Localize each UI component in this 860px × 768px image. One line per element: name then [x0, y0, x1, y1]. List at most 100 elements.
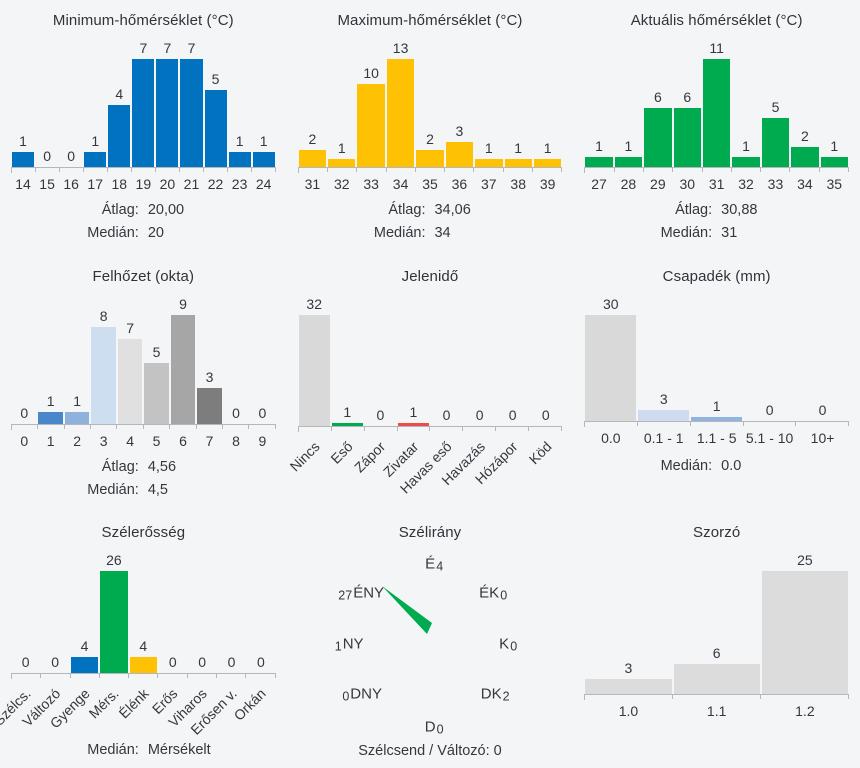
axis-tick [790, 168, 820, 172]
category-label: 17 [87, 176, 103, 192]
category-label: 5.1 - 10 [745, 430, 794, 446]
bar-value-label: 0 [376, 407, 385, 423]
x-axis-labels: 27 28 29 30 31 32 33 34 35 [573, 175, 860, 193]
bar [644, 108, 672, 167]
bar-slot: 0 [59, 148, 83, 167]
bar-slot: 0 [11, 654, 40, 673]
compass-label-nw: 27ÉNY [338, 584, 385, 603]
bar-slot: 0 [246, 654, 275, 673]
wind-needle-icon [381, 586, 432, 634]
bar-value-label: 0 [51, 654, 59, 670]
category-label: 15 [39, 176, 55, 192]
category-label: 28 [620, 176, 637, 192]
bar [820, 157, 848, 167]
bar-slot: 1 [584, 138, 613, 167]
bar [585, 157, 613, 167]
category-label: 36 [451, 176, 468, 192]
bar-slot: 0 [11, 405, 37, 424]
bar-slot: 32 [298, 296, 331, 426]
category-label: 0.1 - 1 [643, 430, 684, 446]
axis-tick [249, 425, 276, 429]
bar-value-label: 4 [115, 86, 124, 103]
category-label: 31 [708, 176, 725, 192]
bar-slot: 7 [117, 320, 143, 424]
chart-title: Jelenidő [401, 268, 459, 285]
compass-label-sw: 0DNY [342, 685, 382, 704]
chart-stats: Medián: Mérsékelt [0, 739, 287, 762]
bar-value-label: 1 [742, 138, 750, 155]
compass-label-se: DK2 [480, 685, 510, 704]
panel-minimum-temperature: Minimum-hőmérséklet (°C) 1 0 0 1 4 7 7 7 5 1 1 14 15… [0, 0, 287, 256]
bars-area: 0 1 1 8 7 5 9 3 0 0 [0, 289, 287, 424]
axis-tick [638, 422, 691, 426]
bar-slot: 25 [761, 552, 849, 694]
bar-value-label: 5 [211, 70, 220, 87]
category-label: 37 [481, 176, 497, 192]
axis-tick [132, 168, 156, 172]
bar-value-label: 1 [830, 138, 839, 155]
bar-value-label: 0 [168, 654, 177, 670]
panel-present-weather: Jelenidő 32 1 0 1 0 0 0 0 Nincs Eső Zápor Zivatar Ha… [287, 256, 574, 512]
bar [585, 679, 672, 694]
bar-slot: 1 [504, 140, 533, 167]
bar-value-label: 13 [392, 40, 409, 56]
x-axis [584, 167, 849, 173]
chart-stats: Medián: 0.0 [573, 455, 860, 478]
bar-slot: 0 [496, 407, 529, 426]
bar-value-label: 4 [139, 638, 148, 655]
stat-row: Medián: 4,5 [0, 479, 287, 502]
histogram-cloud-cover: 0 1 1 8 7 5 9 3 0 0 0 1 2 3 4 5 6 7 8 9 [0, 289, 287, 450]
bar-value-label: 0 [475, 407, 484, 423]
bar-value-label: 25 [797, 552, 813, 568]
bars-area: 3 6 25 [573, 545, 860, 694]
histogram-maximum-temperature: 2 1 10 13 2 3 1 1 1 31 32 33 34 35 36 37 38 39 [287, 33, 574, 193]
axis-tick [65, 425, 92, 429]
axis-tick [188, 674, 218, 678]
axis-tick [41, 674, 71, 678]
category-label: 24 [255, 176, 272, 192]
panel-wind-direction: Szélirány É4 ÉK0 K0 DK2 D0 0DNY 1NY 27ÉNY Szélc… [287, 512, 574, 768]
panel-multiplier: Szorzó 3 6 25 1.0 1.1 1.2 [573, 512, 860, 768]
stat-label: Átlag: [388, 202, 426, 218]
category-label: 33 [767, 176, 784, 192]
axis-tick [732, 168, 762, 172]
bar [357, 83, 385, 167]
bar-slot: 0 [187, 654, 216, 673]
axis-tick [217, 674, 247, 678]
bar-value-label: 10 [363, 64, 379, 81]
chart-stats: Átlag: 4,56 Medián: 4,5 [0, 456, 287, 502]
histogram-wind-strength: 0 0 4 26 4 0 0 0 0 Szélcs. Változó Gyenge Mérs. Élénk… [0, 545, 287, 738]
bar-value-label: 2 [800, 128, 809, 145]
chart-title: Maximum-hőmérséklet (°C) [337, 12, 523, 29]
category-label: 34 [797, 176, 813, 192]
axis-tick [761, 695, 849, 699]
bar-slot: 1 [64, 393, 90, 424]
stat-value: 34,06 [434, 202, 471, 218]
bar-slot: 7 [131, 40, 155, 167]
bar-slot: 2 [790, 128, 819, 167]
panel-cloud-cover: Felhőzet (okta) 0 1 1 8 7 5 9 3 0 0 0 1 2 3 4 5 6 7 8 9 Átl… [0, 256, 287, 512]
bar-slot: 0 [364, 407, 397, 426]
bar-value-label: 3 [455, 123, 464, 140]
histogram-present-weather: 32 1 0 1 0 0 0 0 Nincs Eső Zápor Zivatar Havas eső Ha… [287, 289, 574, 510]
axis-tick [474, 168, 504, 172]
stat-label: Átlag: [101, 202, 139, 218]
axis-tick [108, 168, 132, 172]
category-label: 23 [231, 176, 248, 192]
bar-slot: 6 [643, 89, 672, 167]
bar [702, 59, 731, 167]
bar [475, 158, 503, 167]
chart-title: Felhőzet (okta) [92, 268, 195, 285]
category-label: 7 [205, 433, 214, 449]
bar-value-label: 0 [21, 654, 30, 670]
bar-slot: 0 [463, 407, 496, 426]
panel-maximum-temperature: Maximum-hőmérséklet (°C) 2 1 10 13 2 3 1 1 1 31 32… [287, 0, 574, 256]
bar-value-label: 6 [712, 645, 721, 662]
stat-row: Átlag: 30,88 [573, 199, 860, 222]
axis-tick [12, 425, 39, 429]
stat-row: Medián: 34 [287, 222, 574, 245]
x-axis-labels: 0 1 2 3 4 5 6 7 8 9 [0, 432, 287, 450]
stat-row: Átlag: 20,00 [0, 199, 287, 222]
axis-tick [387, 168, 416, 172]
bar-slot: 0 [430, 407, 463, 426]
